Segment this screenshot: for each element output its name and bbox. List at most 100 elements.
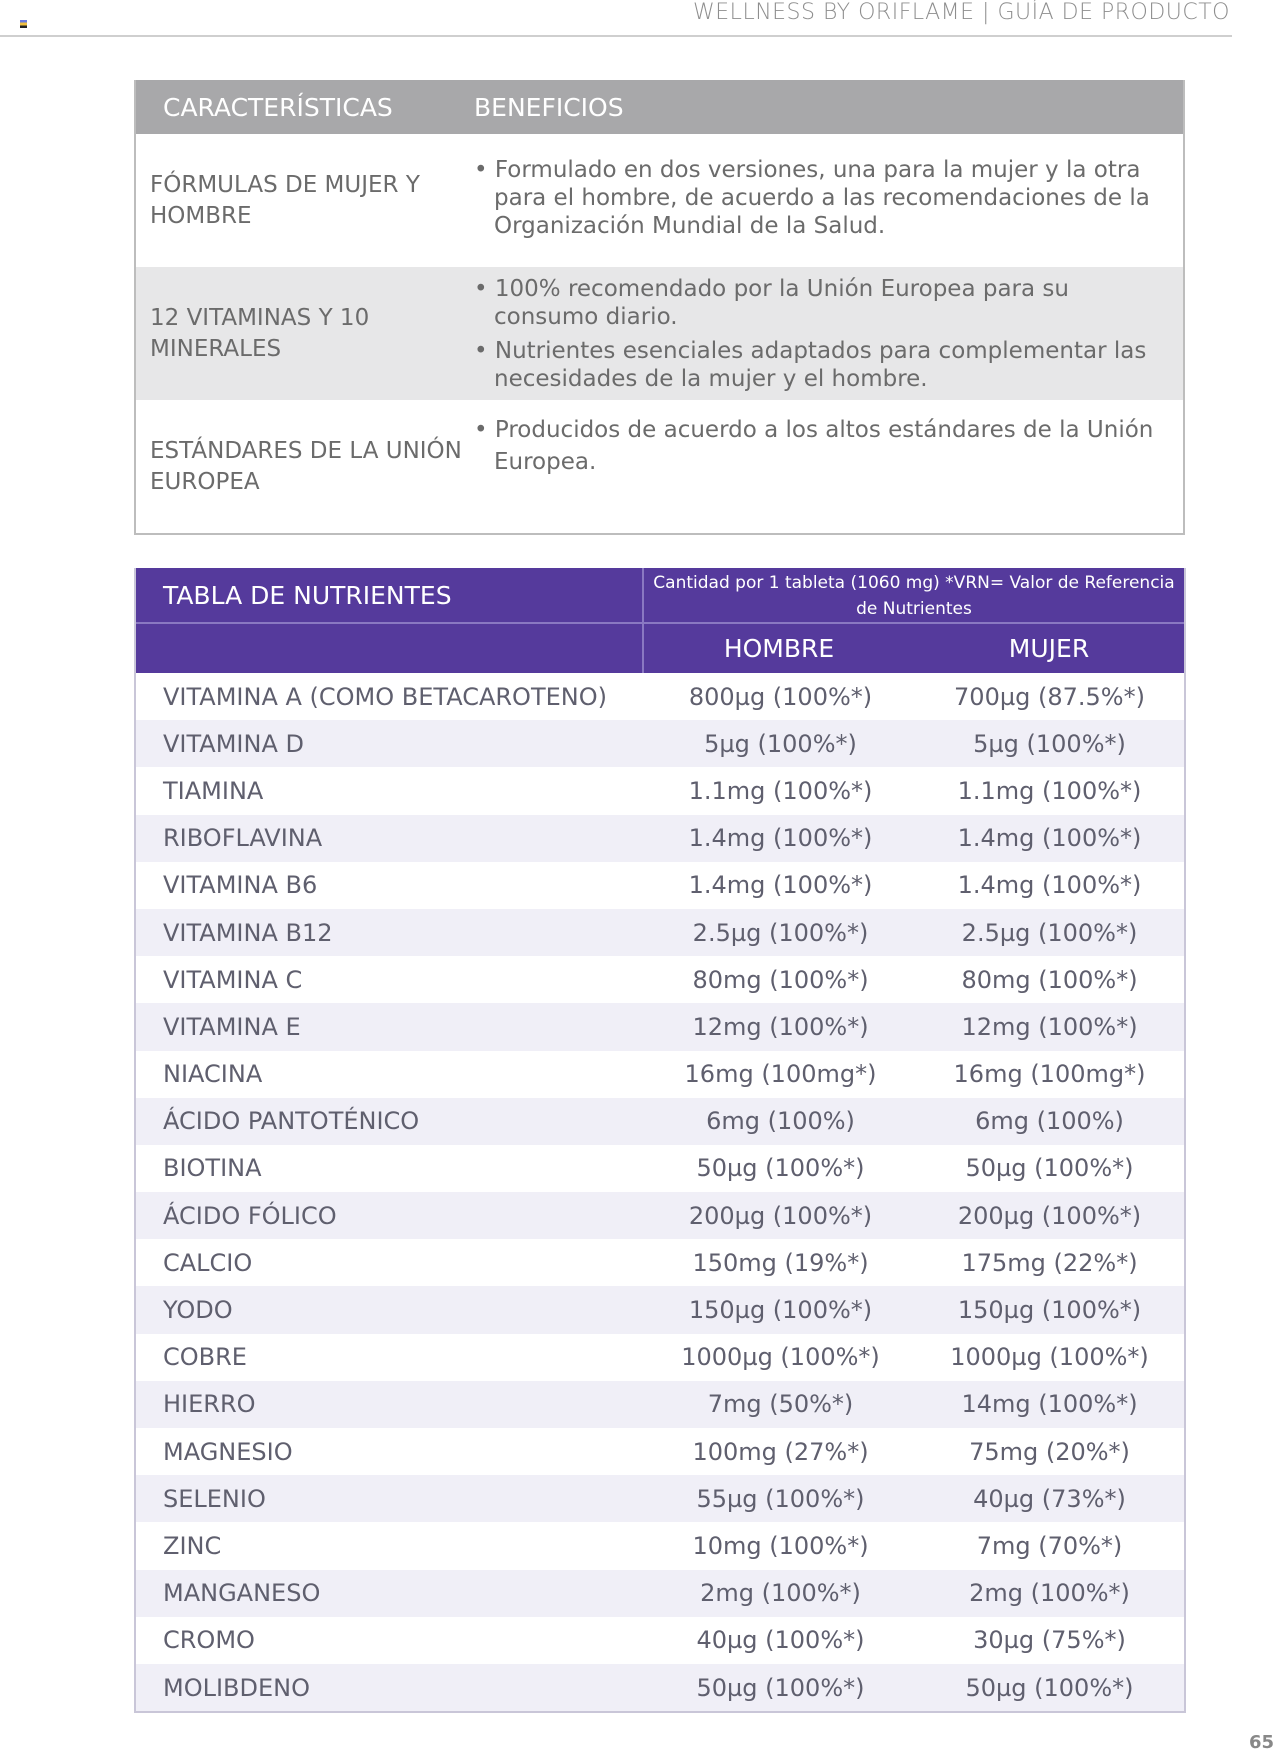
hombre-value: 55µg (100%*) — [696, 1484, 865, 1513]
mujer-value: 5µg (100%*) — [973, 729, 1126, 758]
mujer-value: 40µg (73%*) — [973, 1484, 1126, 1513]
mujer-value: 14mg (100%*) — [961, 1390, 1138, 1419]
hombre-value: 200µg (100%*) — [688, 1201, 873, 1230]
nutrient-row: CALCIO 150mg (19%*) 175mg (22%*) — [136, 1239, 1184, 1286]
hombre-value: 1.4mg (100%*) — [688, 824, 873, 853]
mujer-value: 7mg (70%*) — [976, 1531, 1123, 1560]
header-caracteristicas: CARACTERÍSTICAS — [163, 92, 393, 122]
hombre-value: 40µg (100%*) — [696, 1626, 865, 1655]
nutrient-name: VITAMINA E — [163, 1012, 301, 1041]
color-mark-icon — [20, 20, 27, 28]
mujer-value: 2mg (100%*) — [969, 1579, 1130, 1608]
nutrient-row: HIERRO 7mg (50%*) 14mg (100%*) — [136, 1380, 1184, 1428]
nutrient-name: VITAMINA C — [163, 965, 303, 994]
nutrient-name: VITAMINA B6 — [163, 871, 318, 900]
mujer-value: 1000µg (100%*) — [950, 1343, 1149, 1372]
hombre-value: 1.4mg (100%*) — [688, 871, 873, 900]
nutrient-name: MANGANESO — [163, 1579, 321, 1608]
nutrient-row: NIACINA 16mg (100mg*) 16mg (100mg*) — [136, 1051, 1184, 1098]
page-number: 65 — [1248, 1732, 1274, 1753]
feature-name: FÓRMULAS DE MUJER Y HOMBRE — [150, 171, 420, 229]
hombre-value: 1.1mg (100%*) — [688, 776, 873, 805]
nutrient-row: VITAMINA D 5µg (100%*) 5µg (100%*) — [136, 720, 1184, 768]
mujer-value: 200µg (100%*) — [957, 1201, 1142, 1230]
nutrient-row: VITAMINA B12 2.5µg (100%*) 2.5µg (100%*) — [136, 908, 1184, 957]
nutrient-name: YODO — [163, 1296, 233, 1325]
hombre-value: 150mg (19%*) — [692, 1248, 869, 1277]
nutrient-row: SELENIO 55µg (100%*) 40µg (73%*) — [136, 1475, 1184, 1523]
mujer-value: 1.4mg (100%*) — [957, 871, 1142, 900]
nutrient-name: ÁCIDO FÓLICO — [163, 1201, 337, 1230]
mujer-value: 12mg (100%*) — [961, 1012, 1138, 1041]
nutrient-name: COBRE — [163, 1343, 247, 1372]
nutrient-name: MAGNESIO — [163, 1437, 293, 1466]
nutrient-row: YODO 150µg (100%*) 150µg (100%*) — [136, 1286, 1184, 1334]
benefit: • 100% recomendado por la Unión Europea … — [474, 276, 1069, 330]
empty-header-cell — [136, 624, 644, 673]
nutrient-rows: VITAMINA A (COMO BETACAROTENO) 800µg (100… — [136, 673, 1184, 1712]
mujer-value: 50µg (100%*) — [965, 1673, 1134, 1702]
hombre-value: 16mg (100mg*) — [684, 1060, 877, 1089]
nutrient-row: COBRE 1000µg (100%*) 1000µg (100%*) — [136, 1334, 1184, 1381]
mujer-value: 1.1mg (100%*) — [957, 776, 1142, 805]
nutrient-row: VITAMINA A (COMO BETACAROTENO) 800µg (100… — [136, 673, 1184, 720]
mujer-value: 80mg (100%*) — [961, 965, 1138, 994]
column-mujer: MUJER — [1008, 634, 1090, 663]
features-header: CARACTERÍSTICAS BENEFICIOS — [136, 80, 1183, 134]
hombre-value: 2.5µg (100%*) — [692, 918, 869, 947]
benefit: • Producidos de acuerdo a los altos está… — [474, 417, 1154, 475]
nutrient-name: VITAMINA A (COMO BETACAROTENO) — [163, 682, 607, 711]
nutrient-name: CROMO — [163, 1626, 255, 1655]
nutrient-name: BIOTINA — [163, 1154, 262, 1183]
hombre-value: 2mg (100%*) — [700, 1579, 861, 1608]
hombre-value: 7mg (50%*) — [707, 1390, 854, 1419]
mujer-value: 50µg (100%*) — [965, 1154, 1134, 1183]
nutrient-name: SELENIO — [163, 1484, 266, 1513]
mujer-value: 6mg (100%) — [975, 1107, 1124, 1136]
nutrients-table: TABLA DE NUTRIENTES Cantidad por 1 table… — [134, 568, 1186, 1714]
hombre-value: 10mg (100%*) — [692, 1531, 869, 1560]
hombre-value: 50µg (100%*) — [696, 1154, 865, 1183]
hombre-value: 800µg (100%*) — [688, 682, 873, 711]
column-hombre: HOMBRE — [723, 634, 835, 663]
nutrient-row: BIOTINA 50µg (100%*) 50µg (100%*) — [136, 1145, 1184, 1192]
feature-name: 12 VITAMINAS Y 10 MINERALES — [150, 304, 370, 362]
nutrient-row: ÁCIDO FÓLICO 200µg (100%*) 200µg (100%*) — [136, 1192, 1184, 1240]
nutrient-row: ZINC 10mg (100%*) 7mg (70%*) — [136, 1522, 1184, 1569]
nutrient-row: VITAMINA E 12mg (100%*) 12mg (100%*) — [136, 1003, 1184, 1051]
header-beneficios: BENEFICIOS — [474, 92, 624, 122]
hombre-value: 100mg (27%*) — [692, 1437, 869, 1466]
hombre-value: 1000µg (100%*) — [681, 1343, 880, 1372]
nutrient-row: RIBOFLAVINA 1.4mg (100%*) 1.4mg (100%*) — [136, 814, 1184, 862]
mujer-value: 16mg (100mg*) — [953, 1060, 1146, 1089]
hombre-value: 5µg (100%*) — [704, 729, 857, 758]
nutrient-row: ÁCIDO PANTOTÉNICO 6mg (100%) 6mg (100%) — [136, 1097, 1184, 1145]
features-table: CARACTERÍSTICAS BENEFICIOS FÓRMULAS DE M… — [134, 80, 1185, 535]
mujer-value: 700µg (87.5%*) — [954, 682, 1145, 711]
mujer-value: 75mg (20%*) — [969, 1437, 1130, 1466]
mujer-value: 2.5µg (100%*) — [961, 918, 1138, 947]
nutrient-row: VITAMINA C 80mg (100%*) 80mg (100%*) — [136, 956, 1184, 1003]
mujer-value: 1.4mg (100%*) — [957, 824, 1142, 853]
feature-row: ESTÁNDARES DE LA UNIÓN EUROPEA • Produci… — [136, 400, 1183, 533]
benefit: • Nutrientes esenciales adaptados para c… — [474, 338, 1147, 392]
nutrients-note: Cantidad por 1 tableta (1060 mg) *VRN= V… — [653, 573, 1175, 619]
nutrient-row: TIAMINA 1.1mg (100%*) 1.1mg (100%*) — [136, 767, 1184, 814]
nutrient-name: ZINC — [163, 1531, 222, 1560]
hombre-value: 50µg (100%*) — [696, 1673, 865, 1702]
nutrient-row: MOLIBDENO 50µg (100%*) 50µg (100%*) — [136, 1663, 1184, 1712]
hombre-value: 150µg (100%*) — [688, 1296, 873, 1325]
hombre-value: 12mg (100%*) — [692, 1012, 869, 1041]
feature-row: 12 VITAMINAS Y 10 MINERALES • 100% recom… — [136, 267, 1183, 400]
page-header-title: WELLNESS BY ORIFLAME | GUÍA DE PRODUCTO — [693, 0, 1230, 25]
feature-name: ESTÁNDARES DE LA UNIÓN EUROPEA — [150, 437, 462, 495]
mujer-value: 30µg (75%*) — [973, 1626, 1126, 1655]
feature-row: FÓRMULAS DE MUJER Y HOMBRE • Formulado e… — [136, 134, 1183, 267]
nutrients-column-header: HOMBRE MUJER — [136, 622, 1184, 673]
nutrient-row: VITAMINA B6 1.4mg (100%*) 1.4mg (100%*) — [136, 862, 1184, 909]
hombre-value: 80mg (100%*) — [692, 965, 869, 994]
nutrients-title-row: TABLA DE NUTRIENTES Cantidad por 1 table… — [136, 568, 1184, 622]
nutrient-row: CROMO 40µg (100%*) 30µg (75%*) — [136, 1617, 1184, 1664]
benefit: • Formulado en dos versiones, una para l… — [474, 157, 1150, 239]
